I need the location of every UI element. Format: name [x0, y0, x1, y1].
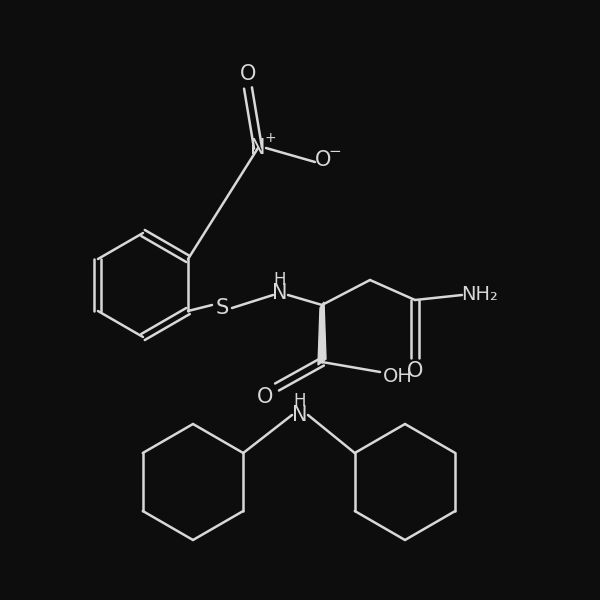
Text: O: O: [240, 64, 256, 84]
Text: O: O: [257, 387, 273, 407]
Text: N: N: [272, 283, 288, 303]
Text: N: N: [292, 405, 308, 425]
Text: OH: OH: [383, 367, 413, 385]
Text: H: H: [294, 392, 306, 410]
Text: +: +: [264, 131, 276, 145]
Text: S: S: [215, 298, 229, 318]
Polygon shape: [318, 302, 326, 365]
Text: O: O: [315, 150, 331, 170]
Text: NH₂: NH₂: [461, 286, 499, 304]
Text: O: O: [407, 361, 423, 381]
Text: H: H: [274, 271, 286, 289]
Text: −: −: [329, 145, 341, 160]
Text: N: N: [250, 138, 266, 158]
